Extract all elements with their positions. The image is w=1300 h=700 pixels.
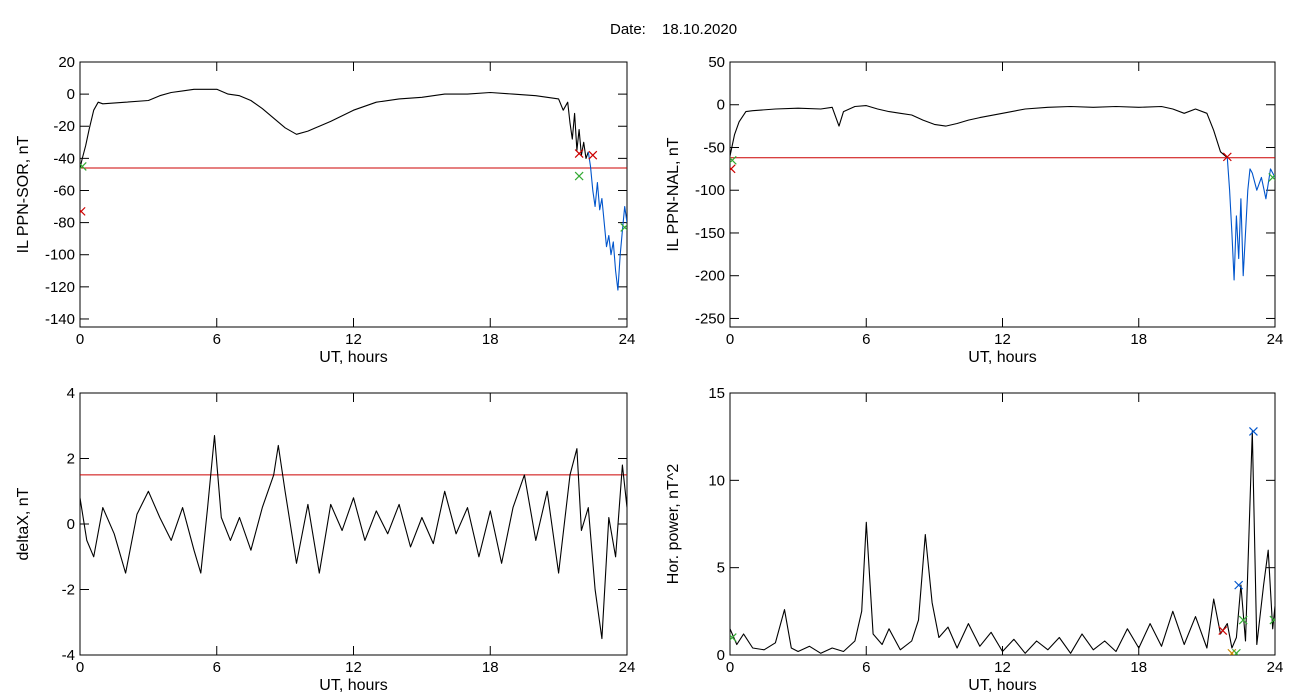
data-marker	[574, 171, 584, 181]
y-tick-label: 0	[67, 86, 75, 103]
x-tick-label: 24	[619, 659, 636, 676]
x-tick-label: 12	[345, 331, 362, 348]
y-tick-label: -4	[62, 647, 75, 664]
x-tick-label: 6	[862, 331, 870, 348]
x-tick-label: 18	[482, 331, 499, 348]
plot-frame	[79, 61, 628, 328]
x-tick-label: 24	[619, 331, 636, 348]
y-tick-label: -60	[53, 182, 75, 199]
x-axis-label: UT, hours	[968, 677, 1036, 694]
x-axis-label: UT, hours	[319, 677, 387, 694]
y-tick-label: 5	[717, 560, 725, 577]
x-tick-label: 6	[213, 659, 221, 676]
series-line-0	[730, 105, 1228, 159]
data-marker	[574, 149, 584, 158]
x-tick-label: 24	[1267, 331, 1284, 348]
x-tick-label: 0	[726, 331, 734, 348]
data-marker	[1231, 648, 1241, 655]
y-tick-label: -50	[703, 139, 725, 156]
chart-panel-power: 0 6 12 18 24 UT, hours 0 5 10 15 Hor. power, nT^2	[665, 385, 1283, 694]
y-axis-label: IL PPN-SOR, nT	[15, 135, 32, 253]
plot-frame	[729, 392, 1276, 656]
y-tick-label: -80	[53, 215, 75, 232]
x-tick-label: 12	[345, 659, 362, 676]
x-tick-label: 6	[862, 659, 870, 676]
data-marker	[1249, 427, 1258, 436]
data-marker	[588, 150, 598, 160]
y-tick-label: -20	[53, 118, 75, 135]
x-tick-label: 6	[213, 331, 221, 348]
x-tick-label: 18	[1130, 659, 1147, 676]
chart-panel-nal: 0 6 12 18 24 UT, hours -250 -200 -150 -100 -50 0 50 I…	[665, 54, 1283, 366]
x-tick-label: 24	[1267, 659, 1284, 676]
y-axis-label: IL PPN-NAL, nT	[665, 137, 682, 251]
y-tick-label: -200	[695, 268, 725, 285]
series-line-0	[80, 88, 589, 169]
y-tick-label: 0	[717, 647, 725, 664]
data-marker	[730, 164, 736, 174]
data-marker	[730, 155, 737, 165]
y-tick-label: 2	[67, 451, 75, 468]
x-tick-label: 12	[994, 331, 1011, 348]
plot-area	[80, 88, 627, 291]
data-marker	[1218, 626, 1228, 635]
data-marker	[80, 206, 86, 216]
data-marker	[730, 633, 737, 642]
y-tick-label: -140	[45, 311, 75, 328]
plot-frame	[79, 392, 628, 656]
y-tick-label: 15	[708, 385, 725, 402]
series-line-0	[80, 435, 627, 640]
x-tick-label: 0	[76, 331, 84, 348]
x-tick-label: 18	[482, 659, 499, 676]
x-tick-label: 0	[76, 659, 84, 676]
y-tick-label: -100	[695, 182, 725, 199]
y-tick-label: 50	[708, 54, 725, 71]
y-tick-label: -250	[695, 310, 725, 327]
y-tick-label: -120	[45, 279, 75, 296]
y-tick-label: -40	[53, 150, 75, 167]
data-marker	[620, 222, 627, 232]
data-marker	[1227, 648, 1237, 655]
series-line-0	[730, 430, 1275, 654]
y-tick-label: 20	[58, 54, 75, 71]
data-marker	[80, 161, 87, 171]
y-tick-label: -100	[45, 247, 75, 264]
data-marker	[1234, 580, 1244, 590]
y-tick-label: -150	[695, 225, 725, 242]
y-axis-label: deltaX, nT	[15, 487, 32, 560]
plot-frame	[729, 61, 1276, 328]
plot-area	[80, 435, 627, 640]
series-line-1	[1226, 157, 1275, 281]
date-label: Date:	[610, 21, 646, 38]
y-tick-label: -2	[62, 582, 75, 599]
data-marker	[1222, 152, 1232, 162]
series-line-1	[587, 151, 627, 291]
y-tick-label: 10	[708, 472, 725, 489]
y-tick-label: 4	[67, 385, 75, 402]
y-tick-label: 0	[67, 516, 75, 533]
data-marker	[1238, 615, 1248, 625]
plot-area	[730, 427, 1275, 655]
data-marker	[1269, 615, 1275, 625]
x-axis-label: UT, hours	[968, 349, 1036, 366]
y-tick-label: 0	[717, 97, 725, 114]
x-tick-label: 0	[726, 659, 734, 676]
data-marker	[1268, 172, 1275, 182]
x-axis-label: UT, hours	[319, 349, 387, 366]
y-axis-label: Hor. power, nT^2	[665, 464, 682, 585]
date-value: 18.10.2020	[662, 21, 737, 38]
chart-panel-sor: 0 6 12 18 24 UT, hours -140 -120 -100 -80 -60 -40 -2…	[15, 54, 635, 366]
x-tick-label: 12	[994, 659, 1011, 676]
x-tick-label: 18	[1130, 331, 1147, 348]
plot-area	[730, 105, 1275, 281]
